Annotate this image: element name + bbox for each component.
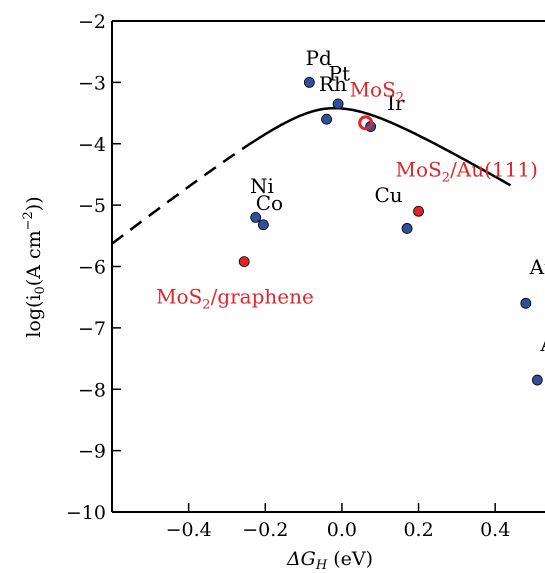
y-tick-label: −10 [66, 502, 106, 524]
point-pd [303, 76, 315, 88]
point-ag [531, 374, 543, 386]
y-tick-label: −6 [78, 257, 106, 279]
point-rh [321, 113, 332, 125]
x-tick-label: 0.2 [403, 519, 433, 541]
label-ni: Ni [250, 174, 274, 198]
x-axis-label: ΔGH (eV) [286, 548, 373, 573]
y-axis-label: log(i0(A cm−2)) [21, 196, 48, 337]
x-tick-label: −0.2 [242, 519, 288, 541]
y-tick-label: −3 [78, 72, 106, 94]
x-tick-label: 0.4 [480, 519, 510, 541]
y-tick-label: −8 [78, 379, 106, 401]
point-mos2-au-111- [413, 205, 424, 217]
point-ni [250, 211, 262, 223]
y-tick-label: −9 [78, 441, 106, 463]
y-tick-label: −5 [78, 195, 106, 217]
label-pd: Pd [306, 46, 332, 70]
point-au [520, 297, 532, 309]
label-au: Au [529, 255, 545, 279]
label-mos2-graphene: MoS2/graphene [156, 284, 314, 312]
point-mos2-graphene [238, 256, 250, 267]
point-cu [401, 223, 413, 234]
x-tick-label: 0.0 [327, 519, 357, 541]
data-points [238, 76, 543, 386]
point-mos2 [358, 115, 374, 131]
y-tick-label: −2 [78, 11, 106, 33]
point-co [257, 219, 269, 231]
label-co: Co [256, 191, 283, 215]
label-rh: Rh [319, 72, 347, 96]
label-mos2: MoS2 [350, 77, 405, 105]
curve-solid [247, 106, 512, 187]
label-cu: Cu [374, 183, 402, 207]
label-ag: Ag [539, 332, 545, 356]
volcano-curve [112, 106, 512, 245]
x-tick-label: −0.4 [166, 519, 212, 541]
curve-dashed [112, 144, 249, 245]
y-tick-label: −7 [78, 318, 106, 340]
label-mos2-au-111-: MoS2/Au(111) [396, 157, 538, 185]
axes: −2 −3 −4 −5 −6 −7 −8 −9 −10 −0.4 −0.2 0.0 0.2 0.4 [66, 11, 545, 541]
label-ir: Ir [387, 91, 405, 115]
point-pt [332, 98, 344, 110]
label-pt: Pt [329, 62, 351, 86]
y-tick-label: −4 [78, 134, 106, 156]
